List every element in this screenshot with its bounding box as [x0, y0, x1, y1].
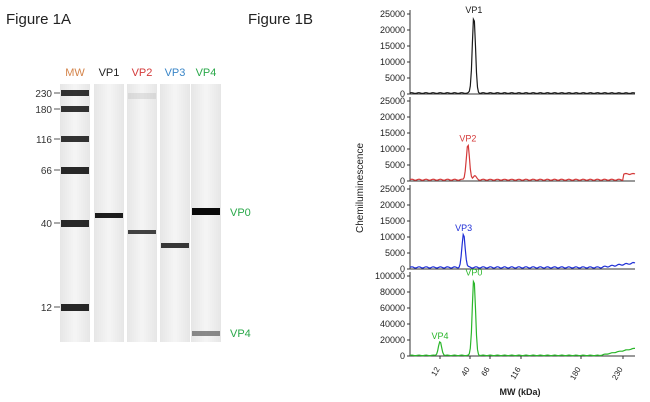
y-tick-label: 25000	[380, 96, 405, 106]
figure-1b-title: Figure 1B	[248, 11, 314, 28]
y-tick-label: 10000	[380, 57, 405, 67]
lane-label-vp1: VP1	[99, 67, 120, 79]
y-tick-label: 15000	[380, 41, 405, 51]
band-vp3	[161, 243, 189, 248]
y-tick-label: 20000	[380, 112, 405, 122]
peak-label-vp0: VP0	[465, 268, 482, 278]
y-tick-label: 25000	[380, 9, 405, 19]
y-tick-label: 10000	[380, 232, 405, 242]
y-tick-label: 20000	[380, 200, 405, 210]
band-label-vp0: VP0	[230, 207, 251, 219]
y-tick-label: 100000	[375, 271, 405, 281]
y-tick-label: 80000	[380, 287, 405, 297]
x-tick-label: 66	[479, 365, 492, 378]
mw-label-40: 40	[41, 219, 53, 230]
band-vp0	[192, 208, 220, 215]
band-vp2	[128, 230, 156, 234]
mw-band-12	[61, 304, 89, 311]
x-axis-label: MW (kDa)	[500, 387, 541, 397]
y-tick-label: 5000	[385, 73, 405, 83]
y-tick-label: 10000	[380, 144, 405, 154]
lane-label-vp3: VP3	[165, 67, 186, 79]
gel-image: MW VP1 VP2 VP3 VP4 230 180 116 66 40 12 …	[35, 67, 251, 342]
mw-band-40	[61, 220, 89, 227]
peak-label-vp1: VP1	[465, 5, 482, 15]
peak-label-vp2: VP2	[459, 134, 476, 144]
y-tick-label: 40000	[380, 319, 405, 329]
y-tick-label: 25000	[380, 184, 405, 194]
mw-label-230: 230	[35, 89, 52, 100]
mw-band-116	[61, 136, 89, 142]
gel-lane-mw	[60, 84, 90, 342]
y-tick-label: 15000	[380, 216, 405, 226]
x-tick-label: 40	[459, 365, 472, 378]
electropherogram-panel: Chemiluminescence 0 5000 10000 15000 20000 25…	[355, 5, 636, 397]
mw-band-180	[61, 106, 89, 112]
mw-label-66: 66	[41, 166, 53, 177]
lane-label-vp4: VP4	[196, 67, 217, 79]
gel-lane-vp3	[160, 84, 190, 342]
x-tick-label: 230	[610, 365, 625, 382]
y-tick-label: 5000	[385, 160, 405, 170]
peak-label-vp4: VP4	[431, 331, 448, 341]
y-tick-label: 0	[400, 176, 405, 186]
peak-label-vp3: VP3	[455, 223, 472, 233]
y-tick-label: 20000	[380, 335, 405, 345]
mw-band-66	[61, 167, 89, 174]
y-tick-label: 15000	[380, 128, 405, 138]
band-vp1	[95, 213, 123, 218]
trace-vp1	[409, 17, 636, 95]
band-vp4	[192, 331, 220, 336]
trace-vp0-vp4	[409, 279, 635, 357]
gel-lane-vp2	[127, 84, 157, 342]
x-tick-label: 180	[568, 365, 583, 382]
mw-band-230	[61, 90, 89, 96]
y-tick-label: 20000	[380, 25, 405, 35]
mw-label-12: 12	[41, 303, 53, 314]
lane-label-vp2: VP2	[132, 67, 153, 79]
y-tick-label: 5000	[385, 248, 405, 258]
mw-label-180: 180	[35, 105, 52, 116]
y-tick-label: 0	[400, 351, 405, 361]
trace-vp2	[409, 143, 636, 181]
lane-label-mw: MW	[65, 67, 85, 79]
mw-label-116: 116	[36, 135, 52, 146]
y-tick-label: 0	[400, 89, 405, 99]
x-tick-label: 12	[429, 365, 442, 378]
band-label-vp4: VP4	[230, 328, 251, 340]
y-tick-label: 60000	[380, 303, 405, 313]
x-tick-label: 116	[509, 365, 523, 381]
figure-1a-title: Figure 1A	[6, 11, 72, 28]
trace-vp3	[409, 232, 636, 269]
y-tick-label: 0	[400, 264, 405, 274]
band-vp2-faint	[128, 93, 156, 99]
y-axis-label: Chemiluminescence	[355, 143, 366, 233]
mw-ticks	[54, 92, 60, 308]
